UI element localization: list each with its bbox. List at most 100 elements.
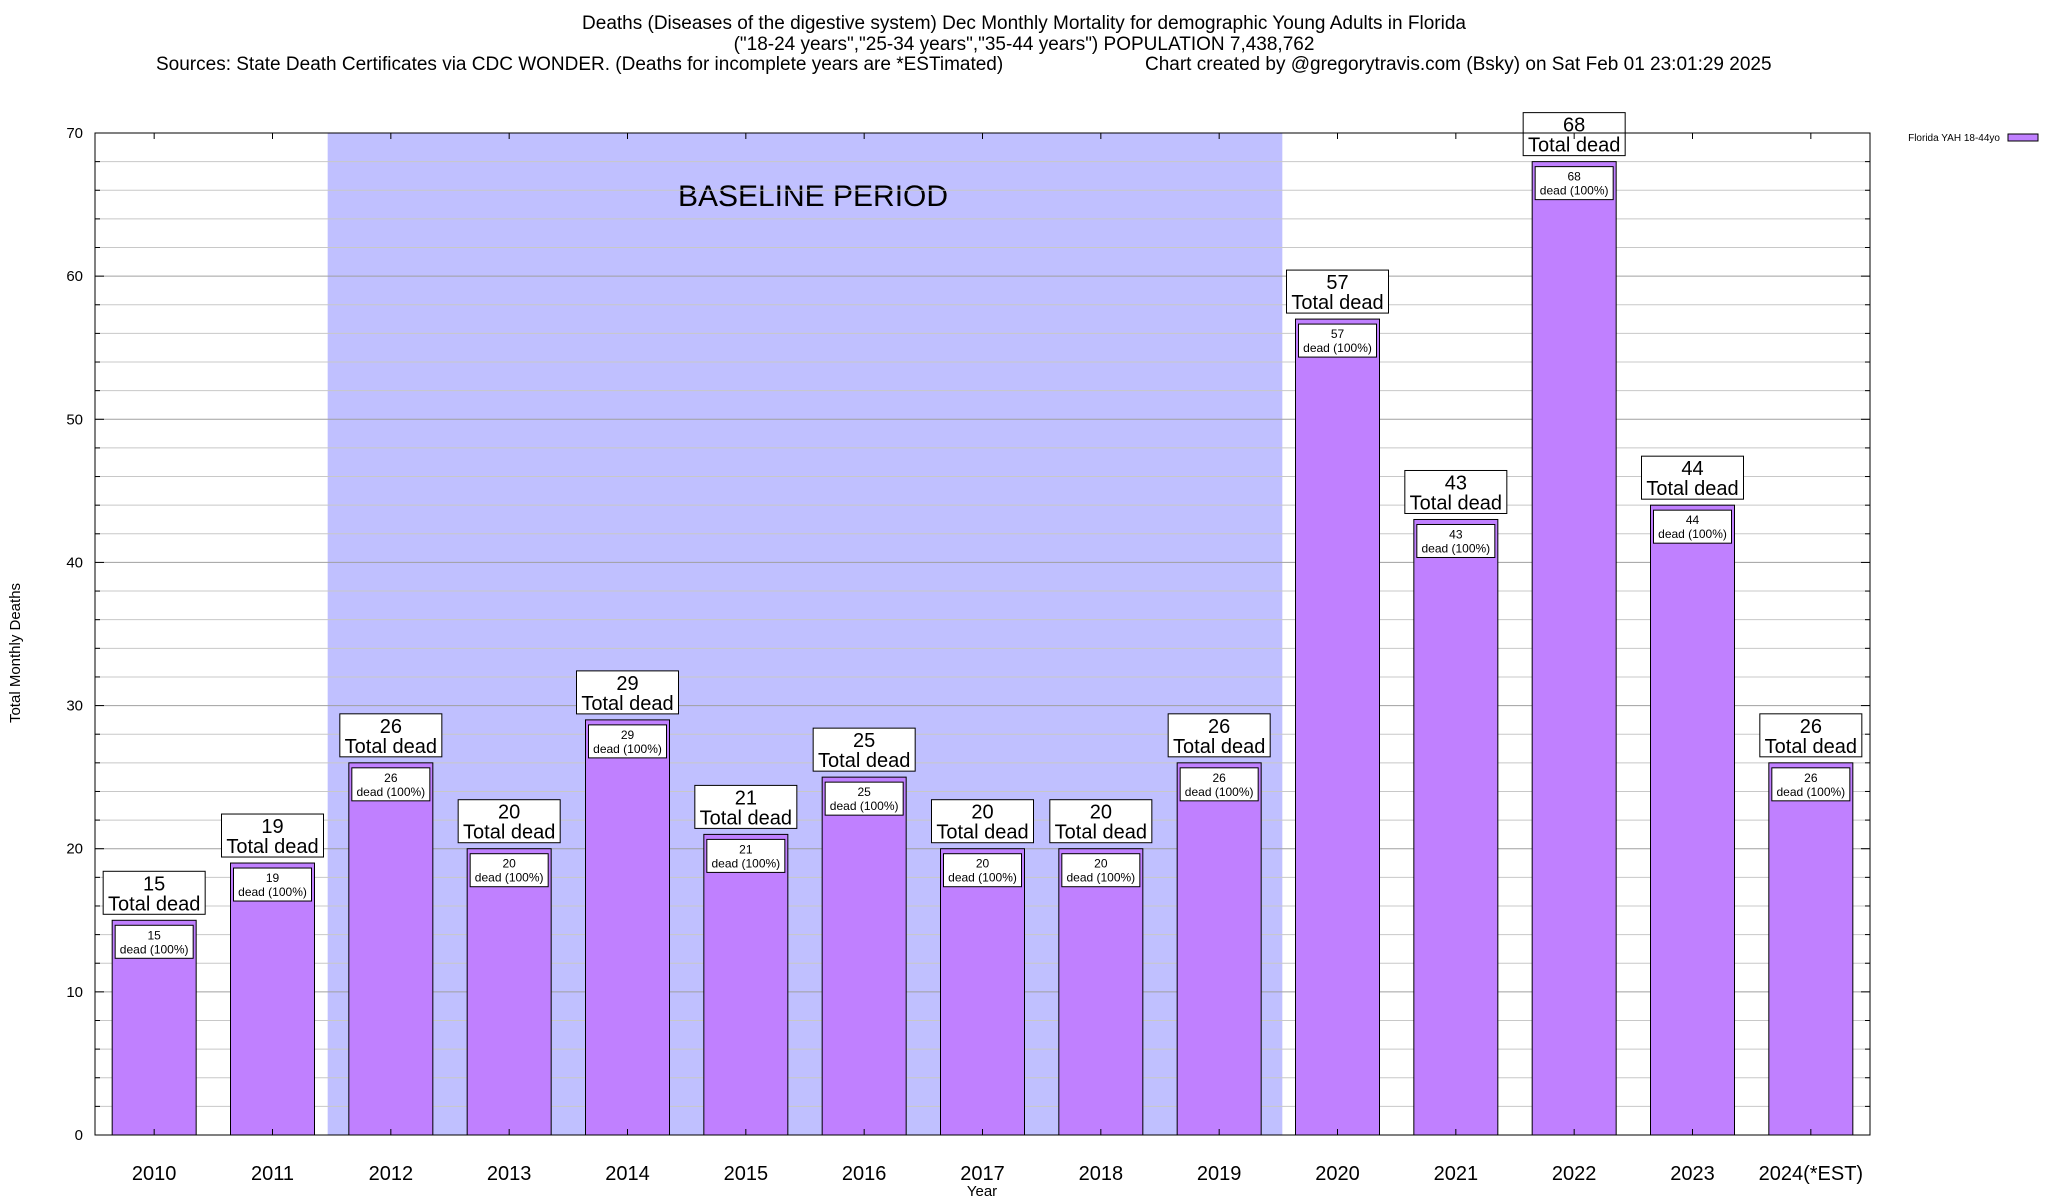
y-tick-label: 50 [66,411,83,428]
inner-value-label: 25 [857,785,871,799]
inner-dead-label: dead (100%) [593,742,662,756]
inner-dead-label: dead (100%) [711,856,780,870]
bar-2012 [348,762,434,1136]
bar-2016 [821,776,907,1136]
total-value-label: 26 [1800,716,1822,738]
inner-dead-label: dead (100%) [1066,871,1135,885]
inner-label-box [1179,767,1259,802]
x-tick-label: 2013 [487,1163,532,1185]
inner-dead-label: dead (100%) [830,799,899,813]
chart-credit: Chart created by @gregorytravis.com (Bsk… [1145,54,1772,75]
inner-dead-label: dead (100%) [1658,527,1727,541]
total-dead-label: Total dead [1765,736,1857,758]
bar-2015 [703,833,789,1136]
total-dead-label: Total dead [1528,135,1620,157]
y-tick-label: 20 [66,841,83,858]
bar-2013 [466,848,552,1136]
inner-value-label: 57 [1331,327,1345,341]
bar-2014 [585,719,670,1136]
total-label-box [221,813,324,858]
inner-label-box [1534,166,1614,201]
bar-2021 [1413,518,1499,1136]
baseline-period-label: BASELINE PERIOD [678,180,948,213]
total-dead-label: Total dead [1646,478,1738,500]
total-value-label: 29 [616,673,638,695]
x-tick-label: 2015 [724,1163,769,1185]
y-tick-label: 10 [66,984,83,1001]
inner-label-box [1416,523,1496,558]
total-value-label: 26 [1208,716,1230,738]
x-tick-label: 2018 [1079,1163,1124,1185]
y-tick-label: 60 [66,268,83,285]
bar-2023 [1650,504,1735,1136]
inner-dead-label: dead (100%) [1185,785,1254,799]
inner-value-label: 43 [1449,527,1463,541]
inner-value-label: 15 [147,928,161,942]
inner-label-box [233,867,312,902]
inner-label-box [943,853,1022,888]
x-tick-label: 2021 [1434,1163,1479,1185]
inner-value-label: 29 [621,728,635,742]
x-tick-label: 2016 [842,1163,887,1185]
bar-2011 [230,862,315,1136]
total-value-label: 20 [971,802,993,824]
inner-label-box [1061,853,1141,888]
inner-value-label: 26 [1804,771,1818,785]
inner-dead-label: dead (100%) [948,871,1017,885]
inner-label-box [469,853,549,888]
inner-value-label: 19 [266,871,280,885]
x-tick-label: 2017 [960,1163,1005,1185]
inner-value-label: 44 [1686,513,1700,527]
inner-label-box [706,838,786,873]
total-value-label: 44 [1681,458,1703,480]
legend-swatch [2007,133,2039,142]
total-label-box [1759,713,1863,758]
total-dead-label: Total dead [936,822,1028,844]
inner-dead-label: dead (100%) [1421,541,1490,555]
inner-value-label: 68 [1567,170,1581,184]
total-label-box [694,784,798,829]
y-tick-label: 0 [75,1127,83,1144]
x-tick-label: 2022 [1552,1163,1597,1185]
total-value-label: 15 [143,873,165,895]
total-dead-label: Total dead [700,807,792,829]
total-dead-label: Total dead [818,750,910,772]
total-value-label: 20 [498,802,520,824]
inner-dead-label: dead (100%) [1540,184,1609,198]
chart-title: Deaths (Diseases of the digestive system… [582,13,1466,34]
bar-2019 [1176,762,1262,1136]
bar-2018 [1058,848,1144,1136]
total-dead-label: Total dead [1291,292,1383,314]
inner-label-box [351,767,431,802]
total-label-box [102,870,206,915]
total-label-box [576,670,679,715]
chart-subtitle: ("18-24 years","25-34 years","35-44 year… [733,34,1315,55]
total-value-label: 57 [1326,272,1348,294]
x-axis-label: Year [967,1183,997,1200]
x-tick-label: 2012 [369,1163,414,1185]
total-dead-label: Total dead [581,693,673,715]
x-tick-label: 2011 [251,1163,294,1185]
inner-value-label: 20 [502,857,516,871]
inner-label-box [1653,509,1732,544]
inner-label-box [1771,767,1851,802]
bar-2020 [1295,318,1380,1136]
y-tick-label: 70 [66,125,83,142]
total-label-box [931,799,1034,844]
total-dead-label: Total dead [1410,492,1502,514]
inner-dead-label: dead (100%) [1776,785,1845,799]
total-label-box [812,727,916,772]
total-dead-label: Total dead [1055,822,1147,844]
y-tick-label: 40 [66,554,83,571]
inner-value-label: 21 [739,842,753,856]
inner-value-label: 20 [976,857,990,871]
total-dead-label: Total dead [108,893,200,915]
total-value-label: 43 [1445,472,1467,494]
inner-label-box [1298,323,1377,358]
total-label-box [457,799,561,844]
inner-label-box [824,781,904,816]
total-dead-label: Total dead [226,836,318,858]
inner-value-label: 20 [1094,857,1108,871]
chart-sources: Sources: State Death Certificates via CD… [156,54,1004,75]
